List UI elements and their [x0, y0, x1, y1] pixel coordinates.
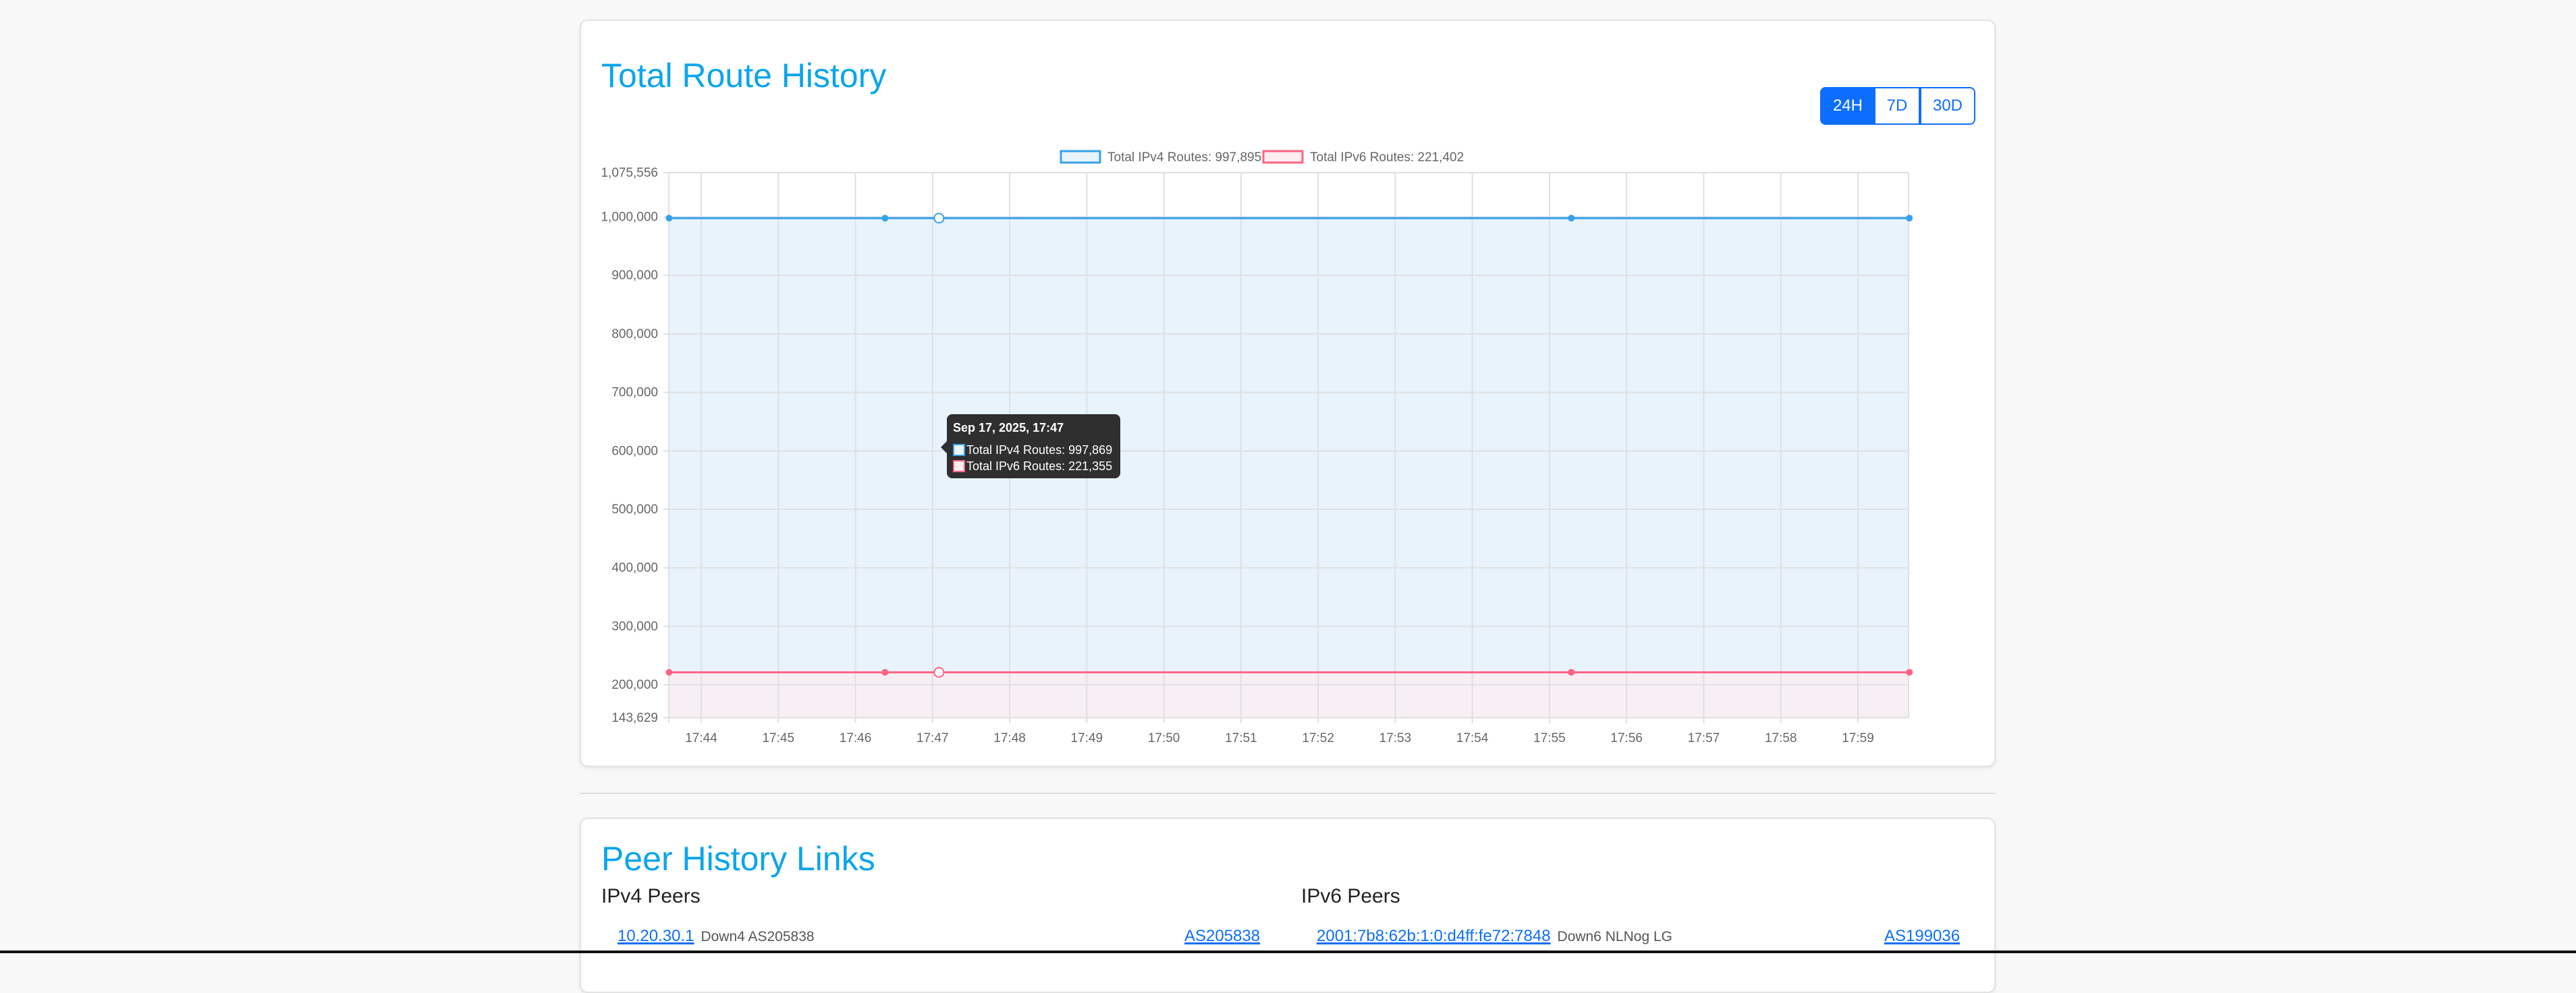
- x-tick-label: 17:54: [1456, 731, 1489, 745]
- y-tick-label: 300,000: [611, 619, 658, 633]
- y-tick-label: 500,000: [611, 503, 658, 517]
- x-tick-label: 17:45: [762, 731, 794, 745]
- x-tick-label: 17:53: [1379, 731, 1412, 745]
- x-tick-label: 17:49: [1071, 731, 1103, 745]
- x-tick-label: 17:58: [1765, 731, 1797, 745]
- tooltip-title: Sep 17, 2025, 17:47: [953, 421, 1114, 435]
- y-tick-label: 200,000: [611, 678, 658, 692]
- x-tick-label: 17:46: [840, 731, 872, 745]
- ipv4-swatch-icon: [953, 444, 965, 456]
- x-tick-label: 17:51: [1225, 731, 1257, 745]
- bottom-edge: [0, 951, 2576, 953]
- x-tick-label: 17:57: [1688, 731, 1720, 745]
- ipv4-peers-heading: IPv4 Peers: [601, 885, 701, 908]
- data-point: [1568, 215, 1574, 221]
- peer-asn-link[interactable]: AS199036: [1884, 927, 1960, 946]
- legend-swatch-1: [1263, 151, 1303, 163]
- ipv6-swatch-icon: [953, 460, 965, 472]
- chart-tooltip: Sep 17, 2025, 17:47 Total IPv4 Routes: 9…: [947, 414, 1120, 478]
- y-tick-label: 1,075,556: [601, 166, 658, 180]
- data-point: [1568, 670, 1574, 675]
- data-point: [882, 215, 887, 221]
- x-tick-label: 17:44: [685, 731, 717, 745]
- y-tick-label: 600,000: [611, 444, 658, 458]
- x-tick-label: 17:50: [1148, 731, 1180, 745]
- peer-address-link[interactable]: 2001:7b8:62b:1:0:d4ff:fe72:7848: [1317, 927, 1551, 946]
- x-tick-label: 17:47: [916, 731, 949, 745]
- x-tick-label: 17:55: [1533, 731, 1566, 745]
- ipv6-peer-row: 2001:7b8:62b:1:0:d4ff:fe72:7848 Down6 NL…: [1317, 927, 1672, 946]
- x-tick-label: 17:59: [1842, 731, 1874, 745]
- x-tick-label: 17:56: [1610, 731, 1643, 745]
- tooltip-ipv6: Total IPv6 Routes: 221,355: [966, 458, 1112, 474]
- peer-description: Down6 NLNog LG: [1558, 929, 1672, 945]
- data-point: [882, 670, 887, 675]
- data-point: [1907, 215, 1912, 221]
- section-divider: [580, 793, 1996, 794]
- y-tick-label: 1,000,000: [601, 210, 658, 225]
- legend-swatch-0: [1061, 151, 1100, 163]
- peer-history-title: Peer History Links: [601, 839, 875, 878]
- y-tick-label: 400,000: [611, 561, 658, 575]
- data-point: [934, 213, 943, 223]
- x-tick-label: 17:48: [993, 731, 1026, 745]
- y-tick-label: 700,000: [611, 386, 658, 400]
- data-point: [934, 668, 943, 677]
- data-point: [666, 215, 672, 221]
- ipv6-peers-heading: IPv6 Peers: [1301, 885, 1400, 908]
- peer-asn-link[interactable]: AS205838: [1184, 927, 1260, 946]
- y-tick-label: 143,629: [611, 711, 658, 725]
- legend-label-0: Total IPv4 Routes: 997,895: [1107, 150, 1261, 165]
- peer-address-link[interactable]: 10.20.30.1: [618, 927, 694, 946]
- route-history-chart[interactable]: 1,075,556 1,000,000 900,000 800,000 700,000 6…: [0, 0, 2576, 776]
- y-tick-label: 800,000: [611, 327, 658, 341]
- x-tick-label: 17:52: [1302, 731, 1334, 745]
- data-point: [666, 670, 672, 675]
- data-point: [1907, 670, 1912, 675]
- legend-label-1: Total IPv6 Routes: 221,402: [1310, 150, 1464, 165]
- tooltip-ipv4: Total IPv4 Routes: 997,869: [966, 442, 1112, 458]
- peer-description: Down4 AS205838: [701, 929, 814, 945]
- ipv4-peer-row: 10.20.30.1 Down4 AS205838: [618, 927, 815, 946]
- peer-history-card: Peer History Links IPv4 Peers IPv6 Peers…: [580, 818, 1996, 993]
- y-tick-label: 900,000: [611, 268, 658, 283]
